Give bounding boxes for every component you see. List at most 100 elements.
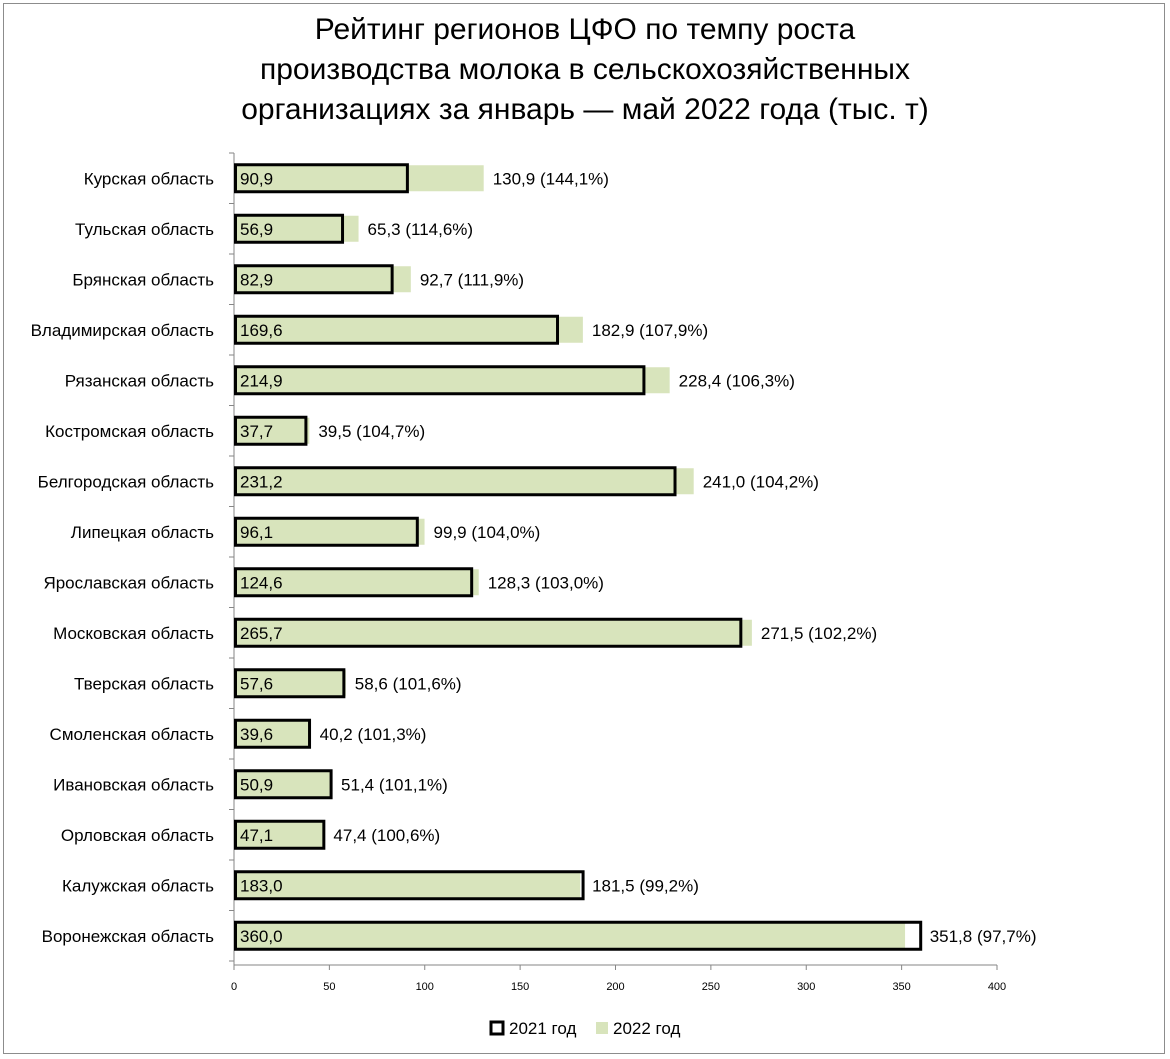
data-label-2022: 130,9 (144,1%) [493, 169, 609, 188]
data-label-2022: 58,6 (101,6%) [355, 674, 462, 693]
category-label: Ярославская область [43, 573, 214, 592]
bar-2021 [234, 264, 394, 295]
category-label: Курская область [84, 169, 214, 188]
chart-title-line-3: организациях за январь — май 2022 года (… [241, 93, 929, 126]
bar-2022 [234, 468, 694, 495]
data-label-2021: 47,1 [240, 826, 273, 845]
bar-2021 [234, 365, 646, 396]
bar-2022 [234, 922, 906, 949]
data-label-2022: 39,5 (104,7%) [318, 422, 425, 441]
chart-frame [3, 3, 1165, 1054]
bar-2022 [234, 417, 310, 444]
x-tick-label: 200 [606, 981, 624, 993]
chart-title: Рейтинг регионов ЦФО по темпу роста прои… [0, 10, 1170, 130]
bar-2022 [234, 720, 311, 747]
data-label-2021: 37,7 [240, 422, 273, 441]
data-label-2021: 183,0 [240, 876, 283, 895]
legend-swatch-2022 [596, 1022, 608, 1034]
data-label-2021: 56,9 [240, 220, 273, 239]
category-label: Смоленская область [50, 725, 215, 744]
bar-2021 [234, 769, 333, 800]
x-tick-label: 400 [988, 981, 1006, 993]
data-label-2022: 128,3 (103,0%) [488, 573, 604, 592]
bar-2022 [234, 569, 479, 596]
data-label-2022: 65,3 (114,6%) [368, 220, 474, 239]
data-label-2021: 124,6 [240, 573, 283, 592]
data-label-2022: 51,4 (101,1%) [341, 775, 448, 794]
bar-2022 [234, 518, 425, 545]
bar-2022 [234, 165, 484, 192]
x-tick-label: 50 [323, 981, 335, 993]
category-label: Белгородская область [38, 472, 214, 491]
data-label-2021: 360,0 [240, 927, 283, 946]
x-tick-label: 100 [416, 981, 434, 993]
data-label-2021: 50,9 [240, 775, 273, 794]
data-label-2021: 214,9 [240, 371, 283, 390]
bar-2021 [234, 870, 585, 901]
legend: 2021 год 2022 год [489, 1019, 680, 1038]
x-tick-label: 250 [702, 981, 720, 993]
category-label: Воронежская область [42, 927, 215, 946]
category-label: Калужская область [62, 876, 214, 895]
bar-2022 [234, 872, 581, 899]
category-label: Орловская область [61, 826, 214, 845]
category-label: Московская область [53, 624, 214, 643]
bar-2022 [234, 215, 359, 242]
chart-title-line-1: Рейтинг регионов ЦФО по темпу роста [314, 13, 856, 46]
bar-2021 [234, 466, 677, 497]
category-label: Ивановская область [53, 775, 214, 794]
chart-title-line-2: производства молока в сельскохозяйственн… [260, 53, 910, 86]
category-label: Тверская область [74, 674, 214, 693]
data-label-2022: 271,5 (102,2%) [761, 624, 877, 643]
bar-2022 [234, 266, 411, 293]
bar-2022 [234, 619, 752, 646]
bar-2021 [234, 567, 474, 598]
bar-2022 [234, 316, 583, 343]
category-label: Липецкая область [71, 523, 214, 542]
x-tick-label: 0 [231, 981, 237, 993]
legend-swatch-2021 [489, 1020, 505, 1036]
data-label-2022: 181,5 (99,2%) [592, 876, 699, 895]
data-label-2021: 39,6 [240, 725, 273, 744]
data-label-2022: 40,2 (101,3%) [320, 725, 427, 744]
bar-2021 [234, 415, 308, 446]
bar-2021 [234, 920, 923, 951]
x-tick-label: 150 [511, 981, 529, 993]
data-label-2021: 169,6 [240, 321, 283, 340]
plot-area: 0 50 100 150 200 250 300 350 400 Курская область 9… [31, 152, 1037, 993]
bar-2021 [234, 516, 419, 547]
x-tick-label: 300 [797, 981, 815, 993]
data-label-2021: 231,2 [240, 472, 283, 491]
category-label: Рязанская область [65, 371, 214, 390]
bar-2022 [234, 771, 333, 798]
data-label-2022: 351,8 (97,7%) [930, 927, 1037, 946]
data-label-2021: 57,6 [240, 674, 273, 693]
bar-2021 [234, 819, 326, 850]
legend-label-2022: 2022 год [613, 1019, 680, 1038]
data-label-2022: 182,9 (107,9%) [592, 321, 708, 340]
x-tick-label: 350 [892, 981, 910, 993]
bar-2022 [234, 367, 670, 394]
data-label-2021: 90,9 [240, 169, 273, 188]
data-label-2022: 92,7 (111,9%) [420, 270, 524, 289]
data-label-2021: 265,7 [240, 624, 283, 643]
category-label: Владимирская область [31, 321, 215, 340]
bar-2021 [234, 314, 560, 345]
bar-2021 [234, 163, 409, 194]
data-label-2022: 228,4 (106,3%) [679, 371, 795, 390]
category-label: Брянская область [72, 270, 214, 289]
bar-2022 [234, 821, 325, 848]
legend-label-2021: 2021 год [509, 1019, 576, 1038]
data-label-2022: 99,9 (104,0%) [434, 523, 541, 542]
bar-2021 [234, 213, 345, 244]
category-label: Тульская область [75, 220, 214, 239]
data-label-2022: 241,0 (104,2%) [703, 472, 819, 491]
bar-2021 [234, 718, 312, 749]
bar-2022 [234, 670, 346, 697]
data-label-2021: 96,1 [240, 523, 273, 542]
data-label-2021: 82,9 [240, 270, 273, 289]
bar-2021 [234, 617, 743, 648]
category-label: Костромская область [45, 422, 214, 441]
bar-2021 [234, 668, 346, 699]
